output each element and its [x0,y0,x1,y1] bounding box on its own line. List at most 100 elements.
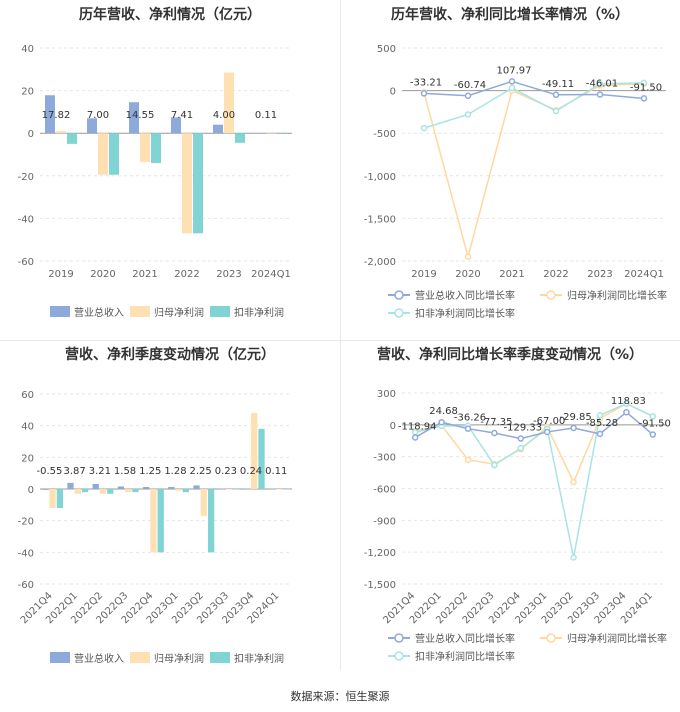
data-source-note: 数据来源：恒生聚源 [290,690,390,703]
series-point [420,124,428,132]
y-tick-label: 0 [28,129,34,140]
y-tick-label: 0 [390,87,396,98]
x-tick-label: 2019 [411,269,436,280]
legend-marker [546,633,556,643]
legend-label: 扣非净利润 [234,652,284,665]
bar [125,489,132,493]
series-point [552,91,560,99]
bar [235,133,245,143]
bar [258,428,265,489]
bar [98,133,108,175]
series-point [464,456,472,464]
legend-marker [394,633,404,643]
y-tick-label: -40 [18,548,34,559]
y-tick-label: -20 [18,517,34,528]
y-tick-label: -600 [373,485,396,496]
bar [45,95,55,134]
bar [129,102,139,134]
data-label: -46.01 [586,79,618,90]
series-point [543,428,551,436]
series-point [570,478,577,486]
legend-marker [394,308,404,318]
data-label: -67.00 [533,416,565,427]
x-tick-label: 2020 [455,269,480,280]
y-tick-label: -60 [18,580,34,591]
data-label: -36.26 [454,413,486,424]
legend-label: 归母净利润同比增长率 [567,289,667,302]
y-tick-label: 0 [28,485,34,496]
series-point [649,431,657,438]
horizontal-divider [0,340,680,341]
chart-title: 营收、净利同比增长率季度变动情况（%） [376,347,644,363]
y-tick-label: -40 [18,214,34,225]
data-label: 7.00 [87,110,109,121]
legend-swatch [130,652,150,663]
quarterly-growth-rate-chart: 营收、净利同比增长率季度变动情况（%） 300 0 -300 -600 -900 -1,2… [340,340,680,680]
series-point [491,429,498,437]
bar [81,489,89,493]
data-label: -129.33 [503,423,542,434]
series-point [596,80,604,88]
series-point [464,111,472,118]
series-point [570,554,577,561]
series-point [411,434,419,441]
series-point [491,461,498,469]
data-label: 4.00 [213,110,235,121]
y-tick-label: -900 [373,516,396,527]
series-point [464,425,472,432]
series-point [508,78,516,85]
bar [233,489,240,490]
series-point [596,430,604,438]
bar [67,133,77,144]
data-label: 118.83 [611,396,646,407]
y-tick-label: -20 [18,172,34,183]
legend-label: 扣非净利润同比增长率 [415,650,515,663]
series-point [640,95,648,102]
bar [218,488,225,490]
data-label: 3.21 [89,466,111,477]
series-point [623,408,630,416]
y-tick-label: -1,200 [364,548,396,559]
legend-label: 营业总收入 [74,652,124,665]
data-label: 1.28 [164,466,186,477]
chart-svg: 40 20 0 -20 -40 -60 2019 2020 2021 2022 2023 2024Q1… [18,44,292,319]
bar [150,489,157,553]
legend-marker [546,290,556,300]
data-label: -77.35 [480,417,512,428]
bar [175,489,182,491]
bar [42,489,49,490]
bar [182,489,190,493]
x-tick-label: 2021 [132,269,157,280]
series-point [623,400,630,407]
bar [157,489,164,553]
bar [193,485,200,489]
legend-label: 营业总收入同比增长率 [415,289,515,302]
series-point [517,444,525,452]
bar [107,489,114,494]
bar [132,489,139,493]
data-label: 0.11 [265,466,287,477]
y-tick-label: -300 [373,453,396,464]
bar [266,133,276,134]
bar [207,489,215,553]
bar [255,132,265,134]
bar [171,117,181,134]
series-point [508,84,516,92]
legend-marker [394,651,404,661]
y-tick-label: -1,000 [364,172,396,183]
data-label: 2.25 [190,466,212,477]
bar [251,413,258,489]
y-tick-label: 20 [21,453,34,464]
series-line [423,83,645,260]
data-label: 24.68 [429,406,458,417]
quarterly-revenue-profit-chart: 营收、净利季度变动情况（亿元） 60 40 20 0 -20 -40 -60 2021Q4 20… [0,340,340,680]
series-point [596,91,604,98]
legend-swatch [210,306,230,317]
y-tick-label: 60 [21,390,34,401]
series-point [517,435,525,442]
data-label: -29.85 [559,412,591,423]
data-label: 1.58 [114,466,136,477]
vertical-divider [340,0,341,670]
annual-revenue-profit-chart: 历年营收、净利情况（亿元） 40 20 0 -20 -40 -60 2019 2020 2021… [0,0,340,340]
chart-svg: 500 0 -500 -1,000 -1,500 -2,000 2019 2020 2021 20… [364,44,667,320]
